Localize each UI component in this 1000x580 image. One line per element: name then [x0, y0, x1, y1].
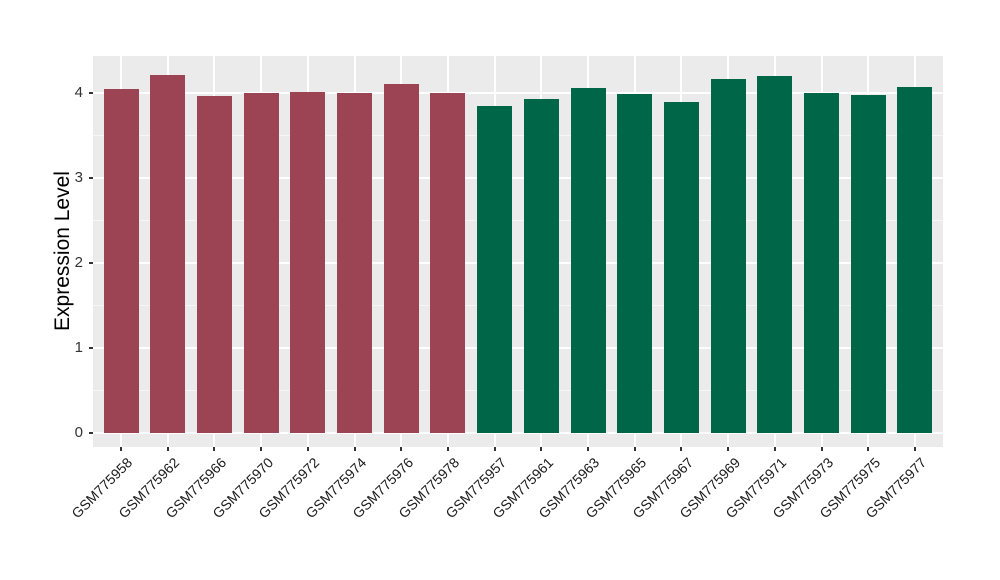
gridline-minor [93, 134, 943, 136]
bar [477, 106, 513, 433]
y-tick-label: 1 [74, 339, 83, 357]
gridline-major [93, 261, 943, 264]
y-tick-label: 2 [74, 254, 83, 272]
y-tick-mark [89, 176, 93, 179]
gridline-minor [93, 304, 943, 306]
x-tick-mark [260, 447, 263, 451]
bar [617, 94, 653, 433]
bar [196, 95, 232, 433]
y-tick-mark [89, 346, 93, 349]
bar [430, 92, 466, 433]
x-tick-mark [353, 447, 356, 451]
bar [383, 84, 419, 433]
bar [523, 98, 559, 433]
plot-panel [93, 56, 943, 447]
y-tick-label: 0 [74, 424, 83, 442]
x-tick-mark [306, 447, 309, 451]
bar [710, 78, 746, 433]
x-tick-mark [446, 447, 449, 451]
bar [850, 95, 886, 433]
bar [757, 75, 793, 433]
x-tick-mark [680, 447, 683, 451]
x-tick-mark [400, 447, 403, 451]
y-tick-mark [89, 91, 93, 94]
x-tick-mark [913, 447, 916, 451]
x-tick-mark [120, 447, 123, 451]
gridline-major [93, 431, 943, 434]
y-tick-mark [89, 431, 93, 434]
x-tick-mark [540, 447, 543, 451]
x-tick-mark [820, 447, 823, 451]
gridline-minor [93, 389, 943, 391]
x-tick-mark [493, 447, 496, 451]
y-tick-mark [89, 261, 93, 264]
gridline-major [93, 176, 943, 179]
bar [243, 92, 279, 433]
x-tick-mark [633, 447, 636, 451]
x-tick-mark [867, 447, 870, 451]
gridline-minor [93, 219, 943, 221]
x-tick-mark [166, 447, 169, 451]
bar [290, 91, 326, 433]
bar [150, 74, 186, 433]
y-axis-title: Expression Level [51, 171, 74, 331]
x-tick-mark [727, 447, 730, 451]
gridline-major [93, 91, 943, 94]
y-tick-label: 4 [74, 84, 83, 102]
bar [103, 89, 139, 433]
x-tick-mark [773, 447, 776, 451]
x-tick-mark [213, 447, 216, 451]
y-tick-label: 3 [74, 169, 83, 187]
bar [570, 88, 606, 433]
x-tick-mark [587, 447, 590, 451]
gridline-major [93, 346, 943, 349]
bar [337, 93, 373, 433]
bar [663, 101, 699, 433]
bar [804, 93, 840, 433]
bar [897, 87, 933, 433]
